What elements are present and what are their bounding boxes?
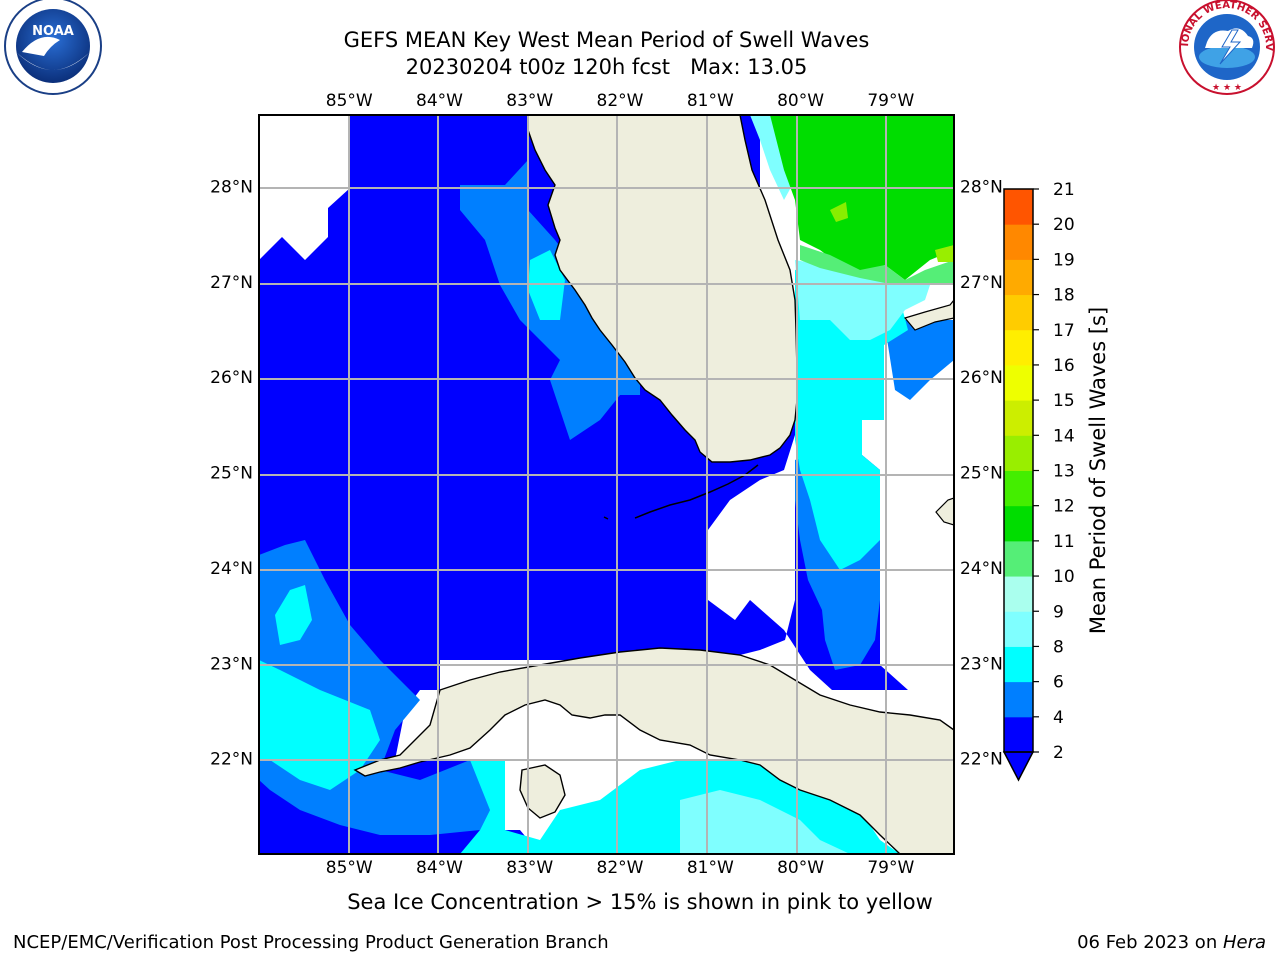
colorbar-segment	[1004, 259, 1033, 296]
land-cuba	[353, 647, 954, 854]
colorbar-tick-label: 10	[1053, 567, 1075, 587]
map-plot-area	[259, 115, 954, 854]
footer-host: Hera	[1222, 932, 1266, 953]
colorbar-tick-label: 11	[1053, 532, 1075, 552]
colorbar-label: Mean Period of Swell Waves [s]	[1086, 307, 1110, 634]
lat-label-left: 28°N	[210, 178, 253, 198]
lon-label-bottom: 79°W	[867, 858, 914, 878]
lon-label-top: 85°W	[326, 91, 373, 111]
lat-label-right: 22°N	[960, 750, 1003, 770]
lon-label-top: 80°W	[777, 91, 824, 111]
lat-label-left: 27°N	[210, 273, 253, 293]
colorbar-tick-label: 17	[1053, 321, 1075, 341]
colorbar-tick-label: 19	[1053, 250, 1075, 270]
swell-period-6-8-west	[275, 585, 312, 645]
colorbar-segment	[1004, 681, 1033, 718]
colorbar-segment	[1004, 540, 1033, 577]
sea-ice-note: Sea Ice Concentration > 15% is shown in …	[347, 890, 933, 914]
colorbar-tick-label: 18	[1053, 286, 1075, 306]
colorbar-segment	[1004, 716, 1033, 753]
colorbar-tick-label: 6	[1053, 673, 1064, 693]
land-andros	[935, 497, 954, 526]
colorbar-extend-arrow	[1002, 751, 1035, 782]
colorbar-tick-label: 20	[1053, 215, 1075, 235]
colorbar-tick-label: 8	[1053, 637, 1064, 657]
colorbar: 2 4 6 8 9 10 11 12 13 14 15 16 17 18 19 20 21 Mean Period…	[1002, 180, 1110, 782]
lon-label-top: 83°W	[506, 91, 553, 111]
map-frame	[258, 114, 955, 855]
swell-period-12-13	[830, 202, 848, 222]
lat-label-left: 23°N	[210, 654, 253, 674]
lat-label-right: 28°N	[960, 178, 1003, 198]
lon-label-top: 84°W	[416, 91, 463, 111]
swell-period-9-10	[800, 245, 954, 285]
colorbar-tick-label: 14	[1053, 426, 1075, 446]
lon-label-top: 79°W	[867, 91, 914, 111]
lat-label-right: 26°N	[960, 368, 1003, 388]
land-florida	[527, 115, 798, 463]
colorbar-tick-label: 9	[1053, 602, 1064, 622]
lat-label-left: 22°N	[210, 750, 253, 770]
lat-label-left: 25°N	[210, 464, 253, 484]
colorbar-segment	[1004, 470, 1033, 507]
colorbar-segment	[1004, 646, 1033, 683]
colorbar-tick-label: 2	[1053, 743, 1064, 763]
svg-text:★ ★ ★: ★ ★ ★	[1212, 83, 1242, 93]
colorbar-segment	[1004, 189, 1033, 225]
colorbar-segment	[1004, 505, 1033, 542]
lon-label-top: 81°W	[687, 91, 734, 111]
noaa-logo: NOAA	[4, 0, 102, 95]
colorbar-segment	[1004, 364, 1033, 401]
colorbar-segment	[1004, 329, 1033, 366]
colorbar-tick-label: 15	[1053, 391, 1075, 411]
lat-label-right: 27°N	[960, 273, 1003, 293]
swell-period-12-13-b	[935, 245, 954, 262]
colorbar-segment	[1004, 611, 1033, 647]
colorbar-tick-label: 21	[1053, 180, 1075, 200]
lon-label-bottom: 80°W	[777, 858, 824, 878]
colorbar-tick-label: 4	[1053, 708, 1064, 728]
land-isla-juventud	[519, 764, 566, 819]
land-keys	[603, 464, 759, 520]
colorbar-segment	[1004, 400, 1033, 436]
colorbar-segment	[1004, 294, 1033, 331]
lon-label-bottom: 81°W	[687, 858, 734, 878]
map-subtitle: 20230204 t00z 120h fcst Max: 13.05	[405, 55, 808, 79]
colorbar-segment	[1004, 224, 1033, 260]
lon-label-bottom: 85°W	[326, 858, 373, 878]
swell-period-8-9-c	[680, 790, 850, 854]
colorbar-tick-label: 16	[1053, 356, 1075, 376]
map-title: GEFS MEAN Key West Mean Period of Swell …	[343, 28, 870, 52]
map-axis-labels: 85°W 85°W 84°W 84°W 83°W 83°W 82°W 82°W 81°W 81°W…	[210, 91, 1003, 878]
footer-date: 06 Feb 2023 on Hera	[1077, 932, 1266, 953]
lat-label-left: 26°N	[210, 368, 253, 388]
lon-label-bottom: 84°W	[416, 858, 463, 878]
colorbar-segment	[1004, 576, 1033, 612]
colorbar-segment	[1004, 435, 1033, 471]
lat-label-right: 23°N	[960, 654, 1003, 674]
lat-label-right: 24°N	[960, 559, 1003, 579]
footer-date-text: 06 Feb 2023 on	[1077, 932, 1223, 953]
map-gridlines	[259, 115, 954, 854]
colorbar-tick-label: 13	[1053, 462, 1075, 482]
noaa-logo-text: NOAA	[32, 24, 74, 39]
lon-label-bottom: 83°W	[506, 858, 553, 878]
footer-credit: NCEP/EMC/Verification Post Processing Pr…	[13, 932, 609, 953]
nws-logo-text: NATIONAL WEATHER SERVICE	[0, 0, 1274, 51]
lon-label-bottom: 82°W	[597, 858, 644, 878]
swell-period-10-12	[770, 115, 954, 280]
colorbar-tick-label: 12	[1053, 497, 1075, 517]
lon-label-top: 82°W	[597, 91, 644, 111]
nws-logo: NATIONAL WEATHER SERVICE ★ ★ ★	[0, 0, 1275, 95]
lat-label-right: 25°N	[960, 464, 1003, 484]
swell-period-6-8-east	[795, 265, 908, 570]
lat-label-left: 24°N	[210, 559, 253, 579]
land-bahamas	[903, 299, 954, 331]
